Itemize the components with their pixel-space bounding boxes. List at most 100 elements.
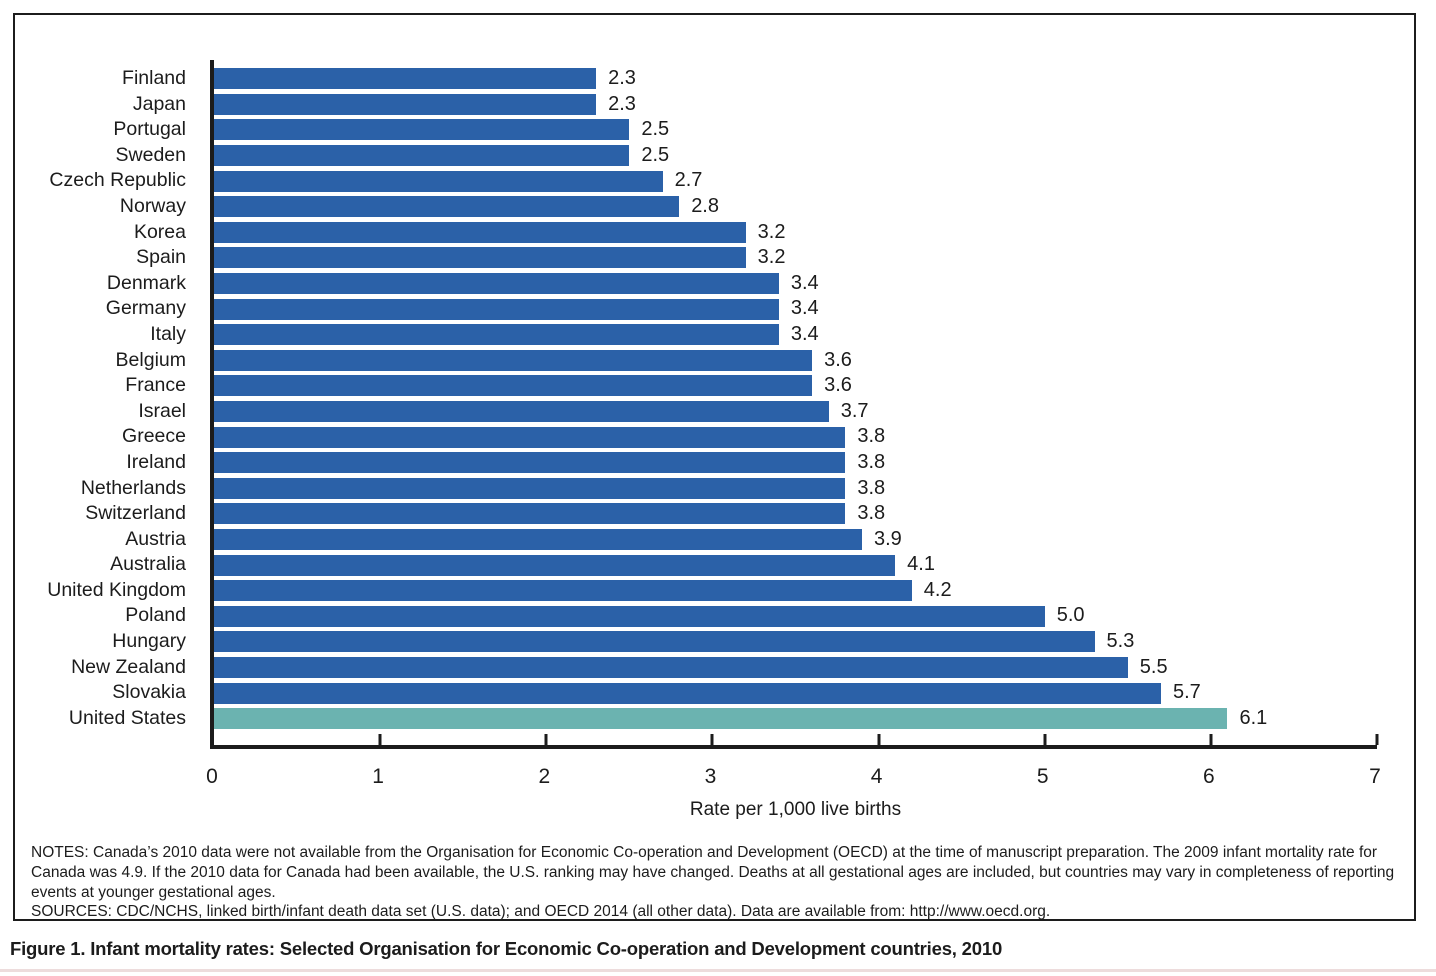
bar-value-label: 3.4 bbox=[790, 322, 819, 345]
bar bbox=[214, 656, 1128, 678]
category-label: Belgium bbox=[115, 348, 186, 371]
bar bbox=[214, 503, 846, 525]
bar-row: 2.8 bbox=[214, 194, 1377, 220]
bar bbox=[214, 580, 912, 602]
bar-row: 3.8 bbox=[214, 424, 1377, 450]
category-label: New Zealand bbox=[71, 655, 186, 678]
figure-box: Finland Japan Portugal Sweden Czech Republic… bbox=[13, 13, 1416, 921]
bar bbox=[214, 68, 597, 90]
notes-text: NOTES: Canada’s 2010 data were not avail… bbox=[31, 844, 1395, 901]
bar bbox=[214, 119, 630, 141]
bar-value-label: 3.2 bbox=[757, 246, 786, 269]
category-label: United Kingdom bbox=[47, 578, 186, 601]
x-axis-tick bbox=[877, 734, 881, 745]
bar bbox=[214, 247, 746, 269]
bar-row: 2.3 bbox=[214, 66, 1377, 92]
x-axis-tick-label: 7 bbox=[1369, 765, 1381, 788]
bar-value-label: 4.2 bbox=[923, 578, 952, 601]
category-label: Switzerland bbox=[85, 502, 186, 525]
bar-row: 5.7 bbox=[214, 680, 1377, 706]
category-label: Sweden bbox=[115, 143, 186, 166]
category-label: Czech Republic bbox=[49, 169, 186, 192]
category-label: Ireland bbox=[126, 450, 186, 473]
bar bbox=[214, 426, 846, 448]
bar bbox=[214, 682, 1161, 704]
category-label: Norway bbox=[119, 194, 186, 217]
bar bbox=[214, 452, 846, 474]
x-axis-tick-label: 3 bbox=[704, 765, 717, 788]
x-axis-tick-label: 1 bbox=[372, 765, 384, 788]
x-axis-tick bbox=[710, 734, 714, 745]
category-label: Portugal bbox=[113, 118, 186, 141]
category-label: Denmark bbox=[106, 271, 186, 294]
bar-row: 5.0 bbox=[214, 603, 1377, 629]
bar-value-label: 3.7 bbox=[840, 399, 869, 422]
x-axis-tick-label: 4 bbox=[870, 765, 883, 788]
bar-row: 2.3 bbox=[214, 92, 1377, 118]
bar-rows: 2.3 2.3 2.5 2.5 2.7 2.8 3.2 3.2 3.4 3.4 3.4 3.6 3.6 3… bbox=[214, 66, 1377, 731]
bar bbox=[214, 298, 779, 320]
bar-value-label: 2.7 bbox=[674, 169, 703, 192]
x-axis-tick bbox=[1209, 734, 1213, 745]
bar-value-label: 3.2 bbox=[757, 220, 786, 243]
bar-value-label: 3.8 bbox=[857, 450, 886, 473]
category-label: France bbox=[125, 374, 186, 397]
category-label: Korea bbox=[133, 220, 186, 243]
bar-value-label: 3.4 bbox=[790, 297, 819, 320]
bar bbox=[214, 375, 813, 397]
category-label: Austria bbox=[125, 527, 186, 550]
x-axis-tick bbox=[378, 734, 382, 745]
bar-row: 3.7 bbox=[214, 399, 1377, 425]
bar-row: 3.8 bbox=[214, 476, 1377, 502]
bar-row: 3.8 bbox=[214, 450, 1377, 476]
category-label: Finland bbox=[122, 67, 186, 89]
category-label: Australia bbox=[110, 553, 186, 576]
bar bbox=[214, 170, 663, 192]
bar bbox=[214, 554, 896, 576]
bar-row: 2.7 bbox=[214, 168, 1377, 194]
bar bbox=[214, 349, 813, 371]
bar-value-label: 3.6 bbox=[824, 374, 852, 397]
bar-value-label: 3.8 bbox=[857, 476, 886, 499]
category-label: Italy bbox=[150, 322, 186, 345]
x-axis-tick bbox=[544, 734, 548, 745]
bar-row: 2.5 bbox=[214, 143, 1377, 169]
bar-highlighted bbox=[214, 708, 1228, 730]
bar bbox=[214, 196, 680, 218]
sources-text: SOURCES: CDC/NCHS, linked birth/infant d… bbox=[31, 903, 1051, 921]
bar-row: 2.5 bbox=[214, 117, 1377, 143]
bar-value-label: 3.4 bbox=[790, 271, 819, 294]
bar bbox=[214, 528, 862, 550]
x-axis-tick bbox=[1375, 734, 1379, 745]
bar-row: 3.9 bbox=[214, 527, 1377, 553]
x-axis-tick bbox=[1043, 734, 1047, 745]
bar bbox=[214, 477, 846, 499]
x-axis-tick-label: 6 bbox=[1203, 765, 1215, 788]
bar-row: 5.3 bbox=[214, 629, 1377, 655]
bar bbox=[214, 324, 779, 346]
x-axis-tick-label: 5 bbox=[1036, 765, 1049, 788]
bar-value-label: 5.3 bbox=[1106, 630, 1135, 653]
category-label: Germany bbox=[105, 297, 186, 320]
bar-value-label: 3.6 bbox=[824, 348, 852, 371]
x-axis-tick-label: 2 bbox=[538, 765, 551, 788]
bar bbox=[214, 221, 746, 243]
bar-value-label: 2.3 bbox=[608, 67, 636, 89]
x-axis-ticks bbox=[214, 60, 1379, 745]
bar-row: 3.4 bbox=[214, 322, 1377, 348]
category-label: Japan bbox=[132, 92, 186, 115]
bar-value-label: 2.3 bbox=[608, 92, 636, 115]
bar bbox=[214, 145, 630, 167]
category-label: Hungary bbox=[112, 630, 186, 653]
plot-area: 2.3 2.3 2.5 2.5 2.7 2.8 3.2 3.2 3.4 3.4 3.4 3.6 3.6 3… bbox=[210, 60, 1379, 749]
category-label: United States bbox=[68, 706, 186, 729]
bar-row: 3.6 bbox=[214, 348, 1377, 374]
bar bbox=[214, 273, 779, 295]
bar bbox=[214, 401, 829, 423]
bar-row: 6.1 bbox=[214, 706, 1377, 732]
x-axis-title: Rate per 1,000 live births bbox=[689, 799, 902, 820]
category-labels-column: Finland Japan Portugal Sweden Czech Republic… bbox=[15, 66, 198, 731]
bottom-divider bbox=[0, 969, 1436, 972]
bar-value-label: 4.1 bbox=[907, 553, 935, 576]
bar-value-label: 2.5 bbox=[641, 143, 670, 166]
